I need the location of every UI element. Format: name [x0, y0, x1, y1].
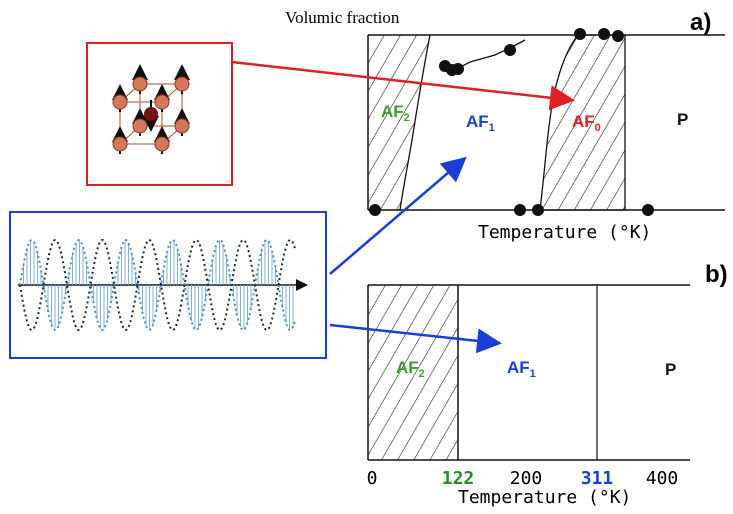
link-arrow: [231, 60, 575, 111]
tick-labels: 0 122 200 311 400: [367, 468, 679, 489]
phase-label: AF2: [381, 102, 410, 124]
link-arrow: [329, 156, 467, 275]
af2-region: [368, 35, 430, 210]
inset-frame: [86, 42, 233, 186]
phase-label: AF0: [572, 112, 601, 134]
phase-label: P: [665, 360, 676, 379]
link-arrow: [329, 323, 502, 354]
lattice-inset: [86, 42, 233, 186]
tick-label: 400: [646, 468, 679, 489]
phase-label: AF2: [396, 358, 425, 380]
x-axis-title: Temperature (°K): [458, 487, 631, 508]
af2-region: [368, 285, 458, 460]
x-axis-title: Temperature (°K): [478, 222, 651, 243]
phase-boundary: [399, 34, 431, 211]
data-points: [369, 28, 654, 216]
wave-inset: [9, 211, 327, 359]
wave-part: [19, 238, 296, 332]
wave-part: [19, 238, 296, 332]
panel-label: b): [705, 261, 728, 288]
tick-label: 200: [510, 468, 543, 489]
phase-label: P: [677, 110, 688, 129]
phase-label: AF1: [466, 112, 495, 134]
tick-label: 122: [442, 468, 475, 489]
panel-a: Volumic fraction a) AF2 AF1 AF0 P Temper…: [285, 8, 725, 243]
panel-b: b) AF2 AF1 P 0 122 200 311 400 Temperatu…: [367, 261, 728, 508]
phase-label: AF1: [507, 358, 536, 380]
tick-label: 311: [581, 468, 614, 489]
center-atom: [144, 107, 158, 121]
tick-label: 0: [367, 468, 378, 489]
panel-label: a): [690, 9, 711, 36]
y-axis-title: Volumic fraction: [285, 8, 400, 27]
